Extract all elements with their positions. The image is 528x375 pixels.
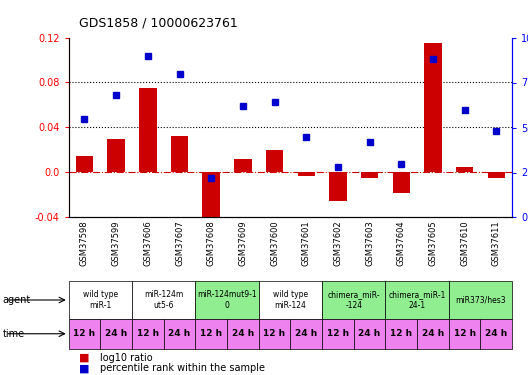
Bar	[259, 281, 322, 319]
Bar	[266, 150, 283, 172]
Text: wild type
miR-1: wild type miR-1	[83, 290, 118, 310]
Text: GSM37600: GSM37600	[270, 220, 279, 266]
Bar	[69, 319, 100, 349]
Bar	[487, 172, 505, 178]
Text: GSM37611: GSM37611	[492, 220, 501, 266]
Bar	[392, 172, 410, 193]
Text: time: time	[3, 329, 25, 339]
Text: agent: agent	[3, 295, 31, 305]
Text: 24 h: 24 h	[359, 329, 381, 338]
Text: GSM37607: GSM37607	[175, 220, 184, 266]
Text: GSM37599: GSM37599	[111, 220, 121, 266]
Text: 12 h: 12 h	[390, 329, 412, 338]
Text: 24 h: 24 h	[105, 329, 127, 338]
Bar	[425, 43, 441, 172]
Bar	[385, 281, 449, 319]
Bar	[100, 319, 132, 349]
Text: 12 h: 12 h	[73, 329, 96, 338]
Bar	[290, 319, 322, 349]
Text: log10 ratio: log10 ratio	[100, 353, 153, 363]
Bar	[195, 281, 259, 319]
Text: GSM37608: GSM37608	[206, 220, 216, 266]
Text: miR-124m
ut5-6: miR-124m ut5-6	[144, 290, 183, 310]
Text: GSM37604: GSM37604	[397, 220, 406, 266]
Bar	[480, 319, 512, 349]
Bar	[171, 136, 188, 172]
Text: GSM37609: GSM37609	[238, 220, 248, 266]
Bar	[385, 319, 417, 349]
Text: chimera_miR-
-124: chimera_miR- -124	[327, 290, 380, 310]
Text: 12 h: 12 h	[200, 329, 222, 338]
Text: 12 h: 12 h	[327, 329, 349, 338]
Bar	[108, 139, 125, 172]
Bar	[417, 319, 449, 349]
Text: 12 h: 12 h	[454, 329, 476, 338]
Text: GSM37601: GSM37601	[301, 220, 311, 266]
Bar	[298, 172, 315, 176]
Text: GSM37605: GSM37605	[428, 220, 438, 266]
Text: GSM37598: GSM37598	[80, 220, 89, 266]
Bar	[132, 319, 164, 349]
Text: GSM37606: GSM37606	[143, 220, 153, 266]
Text: GSM37603: GSM37603	[365, 220, 374, 266]
Bar	[361, 172, 378, 178]
Text: 24 h: 24 h	[422, 329, 444, 338]
Bar	[234, 159, 251, 172]
Text: ■: ■	[79, 353, 90, 363]
Bar	[354, 319, 385, 349]
Text: GDS1858 / 10000623761: GDS1858 / 10000623761	[79, 17, 238, 30]
Text: wild type
miR-124: wild type miR-124	[273, 290, 308, 310]
Bar	[322, 281, 385, 319]
Bar	[195, 319, 227, 349]
Bar	[69, 281, 132, 319]
Text: ■: ■	[79, 363, 90, 373]
Bar	[227, 319, 259, 349]
Bar	[449, 319, 480, 349]
Text: 24 h: 24 h	[168, 329, 191, 338]
Bar	[322, 319, 354, 349]
Bar	[329, 172, 346, 201]
Bar	[259, 319, 290, 349]
Bar	[164, 319, 195, 349]
Text: 12 h: 12 h	[263, 329, 286, 338]
Text: 24 h: 24 h	[485, 329, 507, 338]
Text: miR-124mut9-1
0: miR-124mut9-1 0	[197, 290, 257, 310]
Bar	[203, 172, 220, 223]
Bar	[76, 156, 93, 172]
Text: GSM37610: GSM37610	[460, 220, 469, 266]
Text: GSM37602: GSM37602	[333, 220, 343, 266]
Text: miR373/hes3: miR373/hes3	[455, 296, 506, 304]
Bar	[132, 281, 195, 319]
Bar	[456, 167, 473, 172]
Bar	[139, 88, 156, 172]
Text: 24 h: 24 h	[295, 329, 317, 338]
Text: 24 h: 24 h	[232, 329, 254, 338]
Bar	[449, 281, 512, 319]
Text: chimera_miR-1
24-1: chimera_miR-1 24-1	[389, 290, 446, 310]
Text: percentile rank within the sample: percentile rank within the sample	[100, 363, 265, 373]
Text: 12 h: 12 h	[137, 329, 159, 338]
